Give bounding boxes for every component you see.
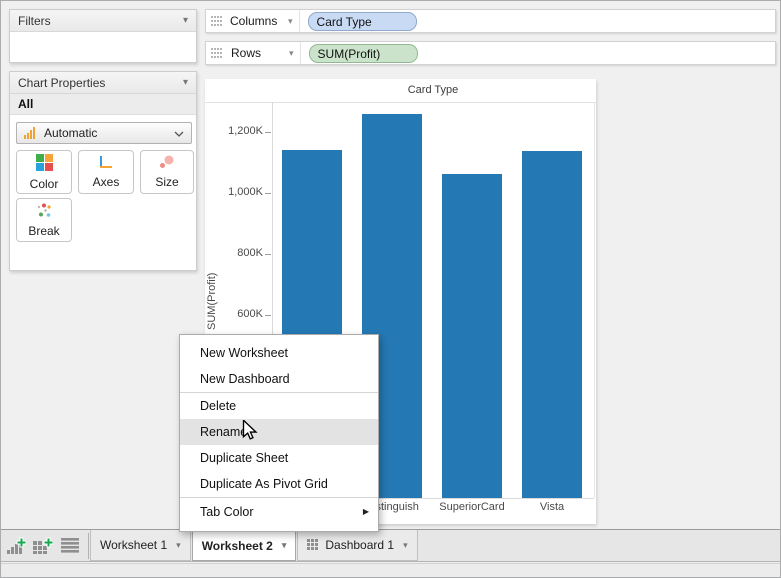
y-tick-label: 1,000K [228,186,263,198]
dashboard-grid-icon [307,539,319,551]
menu-item-duplicate-sheet[interactable]: Duplicate Sheet ▶ [180,445,378,471]
menu-item-label: Rename [200,425,248,439]
new-worksheet-button[interactable] [4,535,28,557]
axes-button[interactable]: Axes [78,150,134,194]
shelf-divider [298,10,300,32]
status-bar [1,563,780,577]
columns-grip-icon [211,15,222,28]
chevron-down-icon[interactable]: ▾ [281,540,287,550]
menu-item-tab-color[interactable]: Tab Color ▶ [180,498,378,526]
sheet-tab-label: Worksheet 2 [201,538,273,553]
y-tick-mark [265,132,271,133]
axes-button-label: Axes [92,175,120,189]
menu-item-new-dashboard[interactable]: New Dashboard ▶ [180,366,378,392]
menu-item-rename[interactable]: Rename ▶ [180,419,378,445]
x-tick-label: SuperiorCard [439,501,505,513]
chart-properties-panel: Chart Properties ▾ All Automatic Color A… [9,71,197,271]
chart-title: Card Type [407,84,459,96]
chart-properties-title: Chart Properties [18,75,106,90]
x-tick-label: Vista [539,501,565,513]
rows-shelf[interactable]: Rows ▾ SUM(Profit) [205,41,776,65]
plot-top-border [205,102,596,103]
collapse-arrow-icon[interactable]: ▾ [182,14,188,26]
menu-item-label: Duplicate As Pivot Grid [200,477,328,491]
chevron-down-icon[interactable]: ▾ [288,15,293,26]
chevron-down-icon[interactable]: ▾ [176,539,181,550]
rows-grip-icon [211,47,223,59]
filters-panel: Filters ▾ [9,9,197,63]
context-menu: New Worksheet ▶ New Dashboard ▶ Delete ▶… [179,334,379,532]
color-squares-icon [35,153,53,174]
y-axis-line [272,102,273,498]
menu-separator [180,497,378,498]
shelf-divider [299,42,301,64]
menu-item-label: New Dashboard [200,372,290,386]
chart-type-value: Automatic [44,126,98,140]
tab-dashboard-1[interactable]: Dashboard 1 ▾ [297,530,418,561]
tab-worksheet-2[interactable]: Worksheet 2 ▾ [191,530,297,561]
menu-item-label: New Worksheet [200,346,288,360]
menu-item-delete[interactable]: Delete ▶ [180,393,378,419]
rows-shelf-label: Rows [231,46,262,60]
menu-item-label: Duplicate Sheet [200,451,289,465]
rows-pill[interactable]: SUM(Profit) [308,43,418,63]
scope-all-label: All [10,94,196,115]
bar-SuperiorCard[interactable] [442,174,502,498]
size-button-label: Size [155,175,179,189]
y-tick-label: 600K [237,308,263,320]
menu-item-label: Tab Color [200,505,254,519]
filters-header[interactable]: Filters ▾ [10,10,196,32]
y-tick-label: 1,200K [228,125,263,137]
mouse-cursor [242,418,260,445]
columns-shelf-label: Columns [230,14,278,28]
break-button-label: Break [28,223,60,238]
axes-icon [99,155,113,172]
size-circles-icon [159,155,175,172]
filters-title: Filters [18,13,51,28]
columns-pill[interactable]: Card Type [307,11,417,31]
menu-item-duplicate-as-pivot-grid[interactable]: Duplicate As Pivot Grid ▶ [180,471,378,497]
sheet-tab-label: Dashboard 1 [325,538,395,552]
color-button[interactable]: Color [16,150,72,194]
sheet-tab-label: Worksheet 1 [100,538,168,552]
size-button[interactable]: Size [140,150,194,194]
new-dashboard-button[interactable] [31,535,55,557]
chevron-down-icon [174,124,184,142]
menu-separator [180,392,378,393]
sheet-list-icon[interactable] [58,535,82,557]
chart-properties-header[interactable]: Chart Properties ▾ [10,72,196,94]
tab-strip: Worksheet 1 ▾ Worksheet 2 ▾ Dashboard 1 … [90,530,419,561]
chart-type-dropdown[interactable]: Automatic [16,122,192,144]
y-tick-label: 800K [237,247,263,259]
break-dots-icon [36,203,52,221]
menu-item-label: Delete [200,399,237,413]
break-button[interactable]: Break [16,198,72,242]
y-tick-mark [265,193,271,194]
columns-shelf[interactable]: Columns ▾ Card Type [205,9,776,33]
bar-chart-icon [24,127,37,139]
submenu-arrow-icon: ▶ [362,507,369,516]
tab-worksheet-1[interactable]: Worksheet 1 ▾ [90,530,191,561]
y-tick-mark [265,315,271,316]
menu-item-new-worksheet[interactable]: New Worksheet ▶ [180,340,378,366]
y-tick-mark [265,254,271,255]
chevron-down-icon[interactable]: ▾ [289,47,294,58]
toolbar-divider [88,532,89,559]
x-axis-line [272,498,594,499]
sheet-tab-bar: Worksheet 1 ▾ Worksheet 2 ▾ Dashboard 1 … [1,529,780,562]
bar-Vista[interactable] [522,150,582,498]
color-button-label: Color [29,176,59,191]
plot-right-border [594,102,595,498]
collapse-arrow-icon[interactable]: ▾ [182,76,188,88]
chevron-down-icon[interactable]: ▾ [403,539,408,550]
